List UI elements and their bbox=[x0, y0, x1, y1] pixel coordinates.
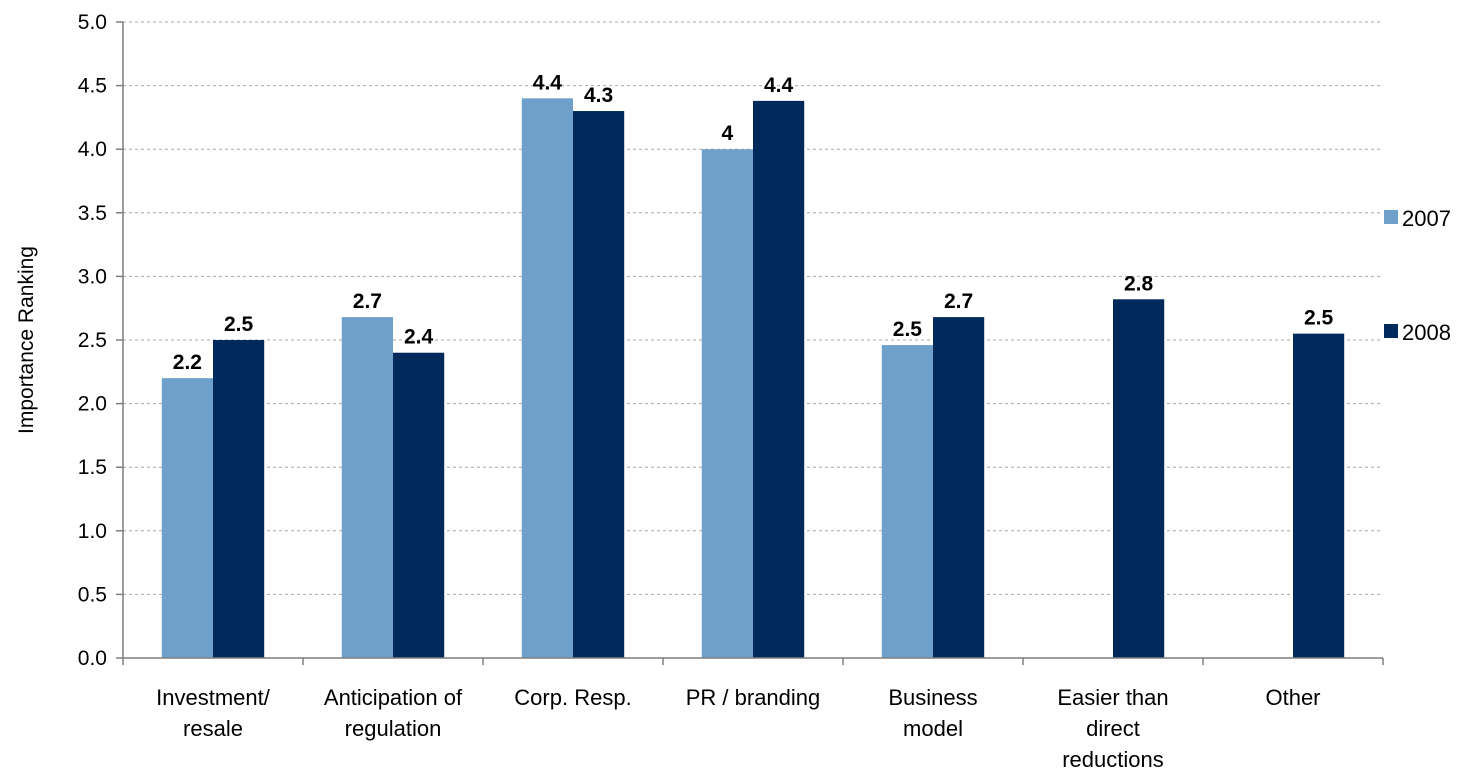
x-category-line: Anticipation of bbox=[324, 685, 463, 710]
x-category-label: Easier than direct reductions bbox=[1057, 685, 1168, 771]
bar-2008 bbox=[573, 111, 625, 659]
x-category-line: resale bbox=[183, 716, 243, 741]
data-label: 2.7 bbox=[944, 290, 973, 313]
y-tick-label: 5.0 bbox=[78, 11, 107, 34]
y-tick-label: 2.0 bbox=[78, 393, 107, 416]
data-label: 4.4 bbox=[764, 74, 794, 97]
data-label: 2.7 bbox=[353, 290, 382, 313]
x-category-line: Other bbox=[1265, 685, 1320, 710]
legend-label: 2007 bbox=[1402, 206, 1451, 231]
bar-2008 bbox=[393, 352, 445, 658]
x-category-line: Corp. Resp. bbox=[514, 685, 631, 710]
legend: 2007 2008 bbox=[1384, 206, 1451, 345]
bar-2008 bbox=[1293, 333, 1345, 658]
x-category-label: Investment/resale bbox=[156, 685, 271, 741]
data-label: 2.2 bbox=[173, 351, 202, 374]
bar-2007 bbox=[881, 345, 933, 658]
x-category-line: model bbox=[903, 716, 963, 741]
y-tick-label: 4.0 bbox=[78, 138, 107, 161]
y-tick-label: 1.0 bbox=[78, 520, 107, 543]
y-tick-label: 3.0 bbox=[78, 265, 107, 288]
x-category-line: PR / branding bbox=[686, 685, 821, 710]
bar-2008 bbox=[753, 100, 805, 658]
bars bbox=[161, 98, 1345, 659]
x-category-label: Business model bbox=[888, 685, 977, 741]
data-labels: 2.2 2.5 2.7 2.4 4.4 4.3 4 4.4 2.5 2.7 2.8 2.5 bbox=[173, 71, 1334, 374]
legend-swatch-2007 bbox=[1384, 210, 1398, 224]
x-categories: Investment/resale Anticipation of regulati… bbox=[156, 685, 1320, 771]
y-tick-label: 2.5 bbox=[78, 329, 107, 352]
data-label: 4.3 bbox=[584, 84, 613, 107]
x-category-label: Other bbox=[1265, 685, 1320, 710]
data-label: 4 bbox=[722, 122, 734, 145]
x-category-line: Investment/ bbox=[156, 685, 271, 710]
x-category-line: direct bbox=[1086, 716, 1140, 741]
x-category-label: Corp. Resp. bbox=[514, 685, 631, 710]
x-category-label: PR / branding bbox=[686, 685, 821, 710]
y-axis-title: Importance Ranking bbox=[15, 246, 38, 434]
data-label: 2.5 bbox=[893, 318, 923, 341]
x-category-line: Easier than bbox=[1057, 685, 1168, 710]
y-tick-label: 0.5 bbox=[78, 583, 107, 606]
bar-2008 bbox=[1113, 299, 1165, 658]
y-tick-label: 3.5 bbox=[78, 202, 107, 225]
y-tick-label: 0.0 bbox=[78, 647, 107, 670]
bar-2008 bbox=[213, 340, 265, 658]
y-tick-label: 1.5 bbox=[78, 456, 107, 479]
data-label: 4.4 bbox=[533, 71, 563, 94]
bar-2007 bbox=[521, 98, 573, 658]
x-category-line: regulation bbox=[345, 716, 442, 741]
data-label: 2.4 bbox=[404, 326, 434, 349]
legend-swatch-2008 bbox=[1384, 324, 1398, 338]
data-label: 2.8 bbox=[1124, 272, 1154, 295]
y-ticks: 0.0 0.5 1.0 1.5 2.0 2.5 3.0 3.5 4.0 4.5 5.0 bbox=[78, 11, 1384, 670]
y-tick-label: 4.5 bbox=[78, 75, 107, 98]
bar-2008 bbox=[933, 317, 985, 658]
data-label: 2.5 bbox=[1304, 307, 1334, 330]
x-category-line: Business bbox=[888, 685, 977, 710]
data-label: 2.5 bbox=[224, 313, 254, 336]
bar-2007 bbox=[341, 317, 393, 658]
bar-2007 bbox=[161, 378, 213, 658]
bar-2007 bbox=[701, 149, 753, 658]
x-category-line: reductions bbox=[1062, 747, 1164, 771]
x-category-label: Anticipation of regulation bbox=[324, 685, 463, 741]
legend-label: 2008 bbox=[1402, 320, 1451, 345]
